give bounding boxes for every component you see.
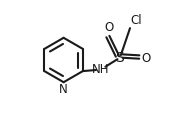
Text: S: S <box>116 51 124 65</box>
Text: Cl: Cl <box>131 14 142 27</box>
Text: O: O <box>142 52 151 65</box>
Text: NH: NH <box>92 63 110 76</box>
Text: N: N <box>59 83 68 96</box>
Text: O: O <box>104 21 113 34</box>
